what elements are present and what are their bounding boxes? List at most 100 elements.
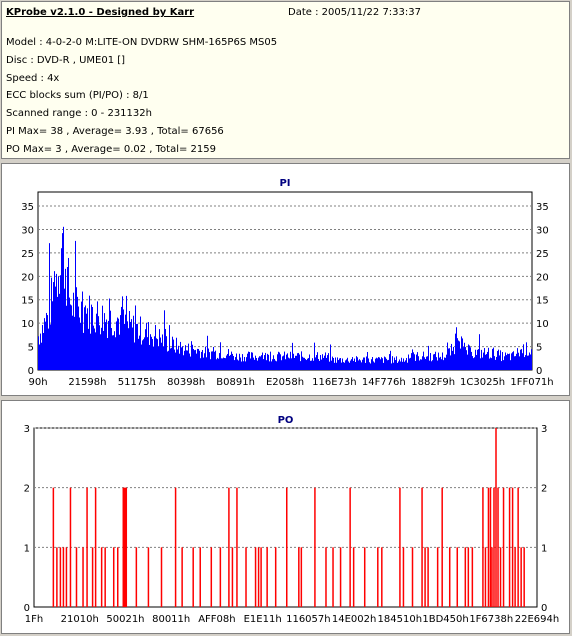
pi-bar [483,352,484,370]
pi-bar [403,358,404,370]
pi-bar [321,359,322,370]
pi-bar [390,350,391,370]
pi-bar [410,357,411,370]
pi-bar [513,351,514,370]
pi-bar [187,350,188,370]
pi-bar [407,362,408,370]
pi-bar [304,357,305,370]
pi-bar [129,310,130,370]
pi-bar [247,353,248,370]
pi-bar [366,356,367,370]
po-bar [314,487,316,607]
pi-bar [232,353,233,370]
pi-bar [212,351,213,370]
y-tick-label-left: 30 [21,225,34,236]
pi-bar [265,352,266,370]
pi-bar [399,359,400,370]
pi-bar [52,301,53,370]
pi-bar [463,347,464,370]
pi-bar [507,353,508,370]
pi-bar [166,336,167,370]
pi-bar [195,349,196,370]
pi-bar [231,351,232,370]
pi-bar [355,362,356,370]
pi-bar [209,352,210,370]
po-bar [495,428,497,607]
pi-bar [90,333,91,370]
pi-bar [348,361,349,370]
pi-bar [501,361,502,370]
pi-bar [428,345,429,370]
x-tick-label: 1F6738h [469,614,513,625]
pi-bar [494,356,495,370]
pi-bar [481,349,482,370]
pi-bar [287,353,288,370]
pi-bar [301,351,302,370]
pi-bar [228,349,229,370]
pi-bar [337,357,338,370]
pi-bar [530,354,531,370]
pi-bar [154,336,155,370]
pi-bar [506,355,507,370]
y-tick-label-left: 2 [24,484,30,495]
po-bar [192,547,194,607]
x-tick-label: 116E73h [312,377,356,388]
y-tick-label-right: 0 [541,603,547,614]
pi-bar [292,342,293,370]
pi-bar [235,357,236,370]
pi-bar [441,359,442,370]
pi-bar [516,353,517,370]
pi-bar [227,353,228,370]
pi-bar [466,350,467,370]
pi-bar [60,275,61,370]
pi-bar [113,335,114,370]
po-bar [514,547,516,607]
pi-bar [233,355,234,370]
pi-bar [499,355,500,370]
pi-bar [439,357,440,370]
pi-bar [380,359,381,370]
po-bar [381,547,383,607]
pi-bar [472,356,473,370]
pi-bar [298,352,299,370]
pi-bar [155,325,156,370]
pi-bar [408,354,409,370]
pi-bar [207,335,208,370]
pi-bar [422,356,423,370]
pi-bar [368,358,369,370]
pi-bar [194,350,195,370]
pi-bar [42,324,43,370]
pi-bar [266,360,267,370]
y-tick-label-left: 0 [28,366,34,377]
x-tick-label: 80398h [167,377,205,388]
pi-bar [102,305,103,370]
pi-bar [385,357,386,370]
po-bar [100,547,103,607]
pi-bar [126,295,127,370]
pi-bar [478,349,479,370]
pi-bar [74,316,75,370]
pi-bar [152,339,153,370]
pi-bar [86,313,87,370]
pi-bar [244,357,245,370]
pi-bar [213,346,214,370]
pi-bar [230,354,231,370]
pi-bar [347,357,348,370]
pi-bar [352,357,353,370]
pi-bar [458,340,459,370]
pi-bar [404,361,405,370]
pi-bar [196,353,197,370]
pi-bar [445,357,446,370]
pi-bar [273,355,274,370]
pi-bar [77,296,78,370]
pi-bar [414,354,415,370]
x-tick-label: B0891h [216,377,255,388]
pi-bar [302,356,303,370]
y-tick-label-right: 30 [536,225,549,236]
pi-bar [296,355,297,370]
pi-bar [332,356,333,370]
po-bar [471,547,474,607]
po-bar [266,547,268,607]
pi-bar [300,361,301,370]
pi-bar [272,359,273,370]
